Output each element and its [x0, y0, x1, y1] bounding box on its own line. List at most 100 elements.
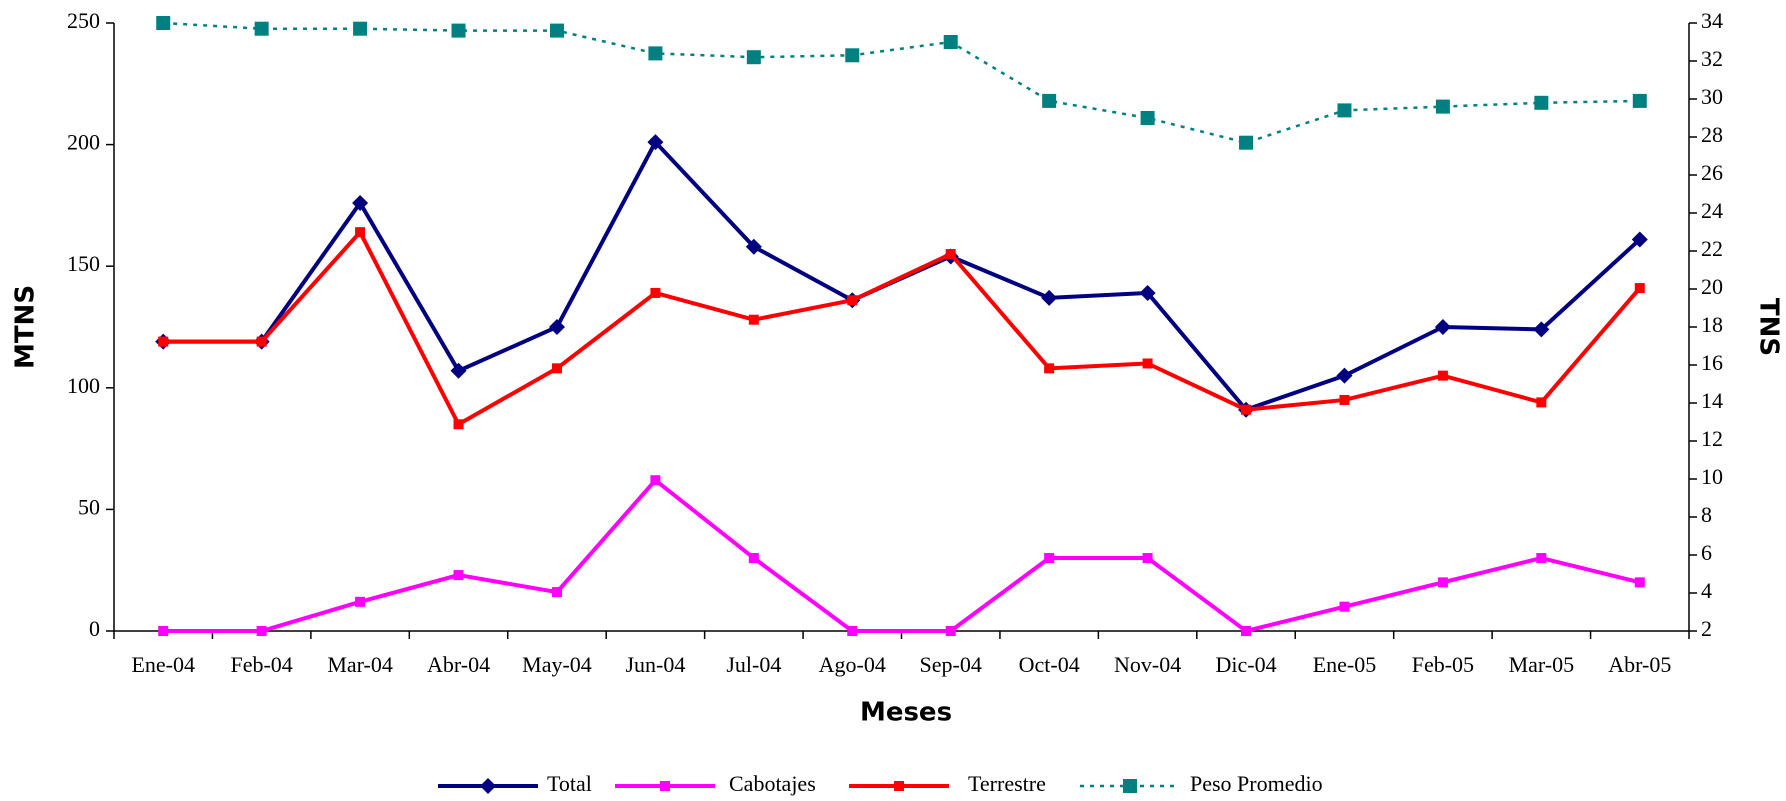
- point: [1139, 284, 1156, 301]
- point: [945, 626, 956, 636]
- point: [1336, 367, 1353, 384]
- y2-tick-label: 30: [1701, 84, 1723, 109]
- point: [1241, 404, 1252, 415]
- series-line: [163, 228, 1642, 428]
- point: [1632, 93, 1647, 108]
- point: [1536, 553, 1547, 564]
- point: [450, 362, 467, 379]
- point: [1337, 103, 1352, 118]
- point: [355, 596, 366, 607]
- point: [647, 134, 664, 151]
- point: [1435, 99, 1450, 114]
- point: [1339, 601, 1350, 612]
- x-tick-label: Mar-04: [327, 652, 393, 677]
- y-tick-label: 250: [67, 8, 100, 33]
- x-axis-title: Meses: [860, 698, 952, 728]
- point: [746, 50, 761, 65]
- point: [256, 626, 267, 636]
- x-tick-label: Feb-04: [230, 652, 292, 677]
- y-tick-label: 50: [78, 494, 100, 519]
- series-line: [163, 21, 1640, 145]
- point: [551, 587, 562, 598]
- point: [352, 194, 369, 211]
- y2-axis-title: TNS: [1754, 298, 1784, 356]
- point: [943, 35, 958, 49]
- point: [551, 363, 562, 374]
- point: [1044, 363, 1055, 374]
- point: [453, 570, 464, 581]
- point: [1339, 394, 1350, 405]
- point: [1631, 231, 1648, 248]
- point: [1634, 283, 1645, 294]
- y2-tick-label: 12: [1701, 426, 1723, 451]
- point: [353, 21, 368, 36]
- point: [1140, 111, 1155, 125]
- point: [548, 319, 565, 335]
- x-tick-label: Oct-04: [1019, 652, 1080, 677]
- y-tick-label: 200: [67, 130, 100, 155]
- point: [1437, 370, 1448, 381]
- point: [748, 314, 759, 325]
- x-tick-label: Dic-04: [1215, 652, 1276, 677]
- point: [1142, 553, 1153, 564]
- point: [1142, 358, 1153, 369]
- x-tick-label: Nov-04: [1114, 652, 1181, 677]
- y2-tick-label: 28: [1701, 122, 1723, 147]
- point: [1534, 95, 1549, 110]
- y2-tick-label: 34: [1701, 8, 1723, 33]
- point: [158, 336, 169, 347]
- x-tick-label: May-04: [522, 652, 592, 677]
- y2-tick-label: 10: [1701, 464, 1723, 489]
- x-tick-label: Ene-04: [131, 652, 195, 677]
- y-tick-label: 100: [67, 373, 100, 398]
- y2-tick-label: 24: [1701, 198, 1723, 223]
- point: [748, 553, 759, 564]
- y2-tick-label: 2: [1701, 616, 1712, 641]
- x-tick-label: Jul-04: [726, 652, 781, 677]
- y2-tick-label: 6: [1701, 540, 1712, 565]
- y2-tick-label: 8: [1701, 502, 1712, 527]
- point: [648, 46, 663, 61]
- point: [549, 23, 564, 38]
- point: [355, 227, 366, 238]
- point: [650, 287, 661, 298]
- point: [1041, 289, 1058, 306]
- point: [158, 626, 169, 636]
- x-tick-label: Sep-04: [920, 652, 982, 677]
- point: [1042, 93, 1057, 108]
- y2-tick-label: 32: [1701, 46, 1723, 71]
- point: [1239, 135, 1254, 150]
- point: [1434, 319, 1451, 335]
- y2-tick-label: 22: [1701, 236, 1723, 261]
- x-tick-label: Abr-05: [1608, 652, 1671, 677]
- point: [945, 249, 956, 260]
- point: [256, 336, 267, 347]
- point: [1241, 626, 1252, 636]
- x-tick-label: Feb-05: [1412, 652, 1474, 677]
- y2-tick-label: 4: [1701, 578, 1712, 603]
- y2-tick-label: 20: [1701, 274, 1723, 299]
- series-line: [163, 477, 1641, 634]
- legend-marker: [894, 781, 904, 791]
- legend-label: Cabotajes: [729, 771, 816, 796]
- point: [254, 21, 269, 36]
- point: [1536, 397, 1547, 408]
- point: [1437, 577, 1448, 588]
- point: [1634, 577, 1645, 588]
- y2-tick-label: 18: [1701, 312, 1723, 337]
- point: [453, 419, 464, 430]
- point: [156, 16, 171, 30]
- point: [1044, 553, 1055, 564]
- x-tick-label: Abr-04: [427, 652, 490, 677]
- point: [1533, 321, 1550, 338]
- legend-label: Peso Promedio: [1190, 771, 1323, 796]
- point: [845, 48, 860, 63]
- x-tick-label: Ago-04: [819, 652, 886, 677]
- point: [847, 626, 858, 636]
- point: [745, 238, 762, 255]
- y2-tick-label: 16: [1701, 350, 1723, 375]
- x-tick-label: Mar-05: [1509, 652, 1575, 677]
- legend-marker: [660, 781, 670, 791]
- legend-marker: [480, 778, 496, 794]
